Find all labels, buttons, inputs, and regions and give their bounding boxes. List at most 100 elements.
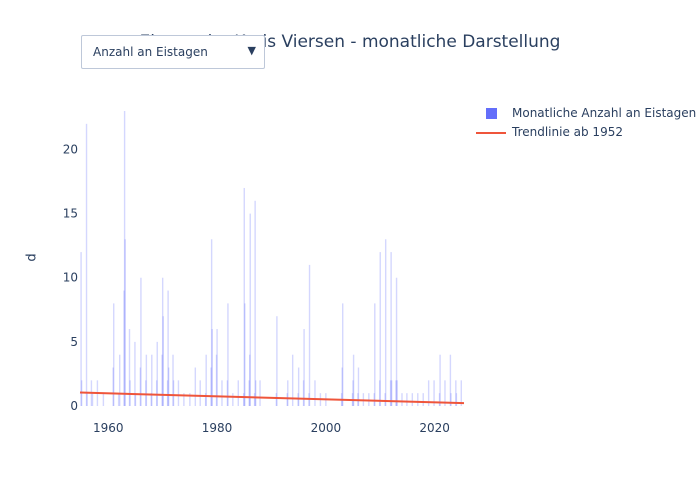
bar xyxy=(384,239,387,406)
bar xyxy=(140,277,142,406)
bar xyxy=(194,367,197,406)
bar xyxy=(395,277,398,406)
legend-label-bars: Monatliche Anzahl an Eistagen xyxy=(512,106,697,120)
x-tick-label: 1980 xyxy=(202,421,233,435)
bar xyxy=(254,380,257,406)
bar xyxy=(151,354,153,406)
bar xyxy=(167,367,170,406)
x-tick-label: 2020 xyxy=(419,421,450,435)
bar xyxy=(373,393,375,406)
bar xyxy=(161,277,164,406)
bar xyxy=(128,329,131,406)
bar xyxy=(123,111,126,406)
bar xyxy=(123,290,125,406)
bar xyxy=(444,380,446,406)
bar xyxy=(286,393,288,406)
bar xyxy=(172,380,175,406)
bar xyxy=(460,380,462,406)
bar xyxy=(119,354,121,406)
bar xyxy=(433,380,435,406)
bar xyxy=(297,367,300,406)
bar-series xyxy=(80,111,462,406)
bar xyxy=(249,213,251,406)
y-axis: 0 5 10 15 20 xyxy=(63,142,78,413)
bar xyxy=(276,316,278,406)
bar xyxy=(455,393,458,406)
bar xyxy=(134,341,136,406)
bar xyxy=(215,354,218,406)
bar xyxy=(379,252,381,406)
bar xyxy=(155,380,158,406)
bar xyxy=(449,354,452,406)
dropdown-arrow-icon: ▼ xyxy=(247,44,256,57)
bar xyxy=(221,380,223,406)
x-tick-label: 2000 xyxy=(311,421,342,435)
bar xyxy=(341,367,343,406)
bar xyxy=(253,393,256,406)
bar xyxy=(211,329,213,406)
bar xyxy=(204,393,207,406)
bar xyxy=(156,341,158,406)
bar xyxy=(145,354,148,406)
bar xyxy=(91,393,94,406)
bar xyxy=(352,354,355,406)
bar xyxy=(85,123,88,406)
bar xyxy=(102,393,105,406)
bar xyxy=(275,393,278,406)
bar xyxy=(303,329,305,406)
bar xyxy=(244,303,246,406)
bar xyxy=(308,264,311,406)
bar xyxy=(80,252,82,406)
legend-line-swatch xyxy=(476,132,506,134)
bar xyxy=(417,393,419,406)
bar xyxy=(210,239,213,406)
bar xyxy=(389,380,392,406)
trend-line xyxy=(79,391,465,405)
bar xyxy=(352,380,354,406)
bar xyxy=(254,200,256,406)
bar xyxy=(177,380,180,406)
bar xyxy=(314,380,316,406)
bar xyxy=(401,393,403,406)
bar xyxy=(162,316,164,406)
bar xyxy=(210,367,212,406)
bar xyxy=(395,380,397,406)
bar xyxy=(167,290,169,406)
bar xyxy=(396,380,398,406)
bar xyxy=(357,367,360,406)
bar xyxy=(237,380,239,406)
bar xyxy=(189,393,191,406)
bar xyxy=(205,354,207,406)
y-tick-label: 0 xyxy=(70,399,78,413)
metric-dropdown[interactable]: Anzahl an Eistagen ▼ xyxy=(81,35,265,69)
y-tick-label: 20 xyxy=(63,142,78,156)
bar xyxy=(439,354,441,406)
bar xyxy=(406,393,408,406)
bar xyxy=(216,329,218,406)
bar xyxy=(145,380,147,406)
bar xyxy=(291,354,294,406)
legend-bar-swatch xyxy=(486,108,497,119)
bar xyxy=(390,380,393,406)
x-axis: 1960 1980 2000 2020 xyxy=(93,421,450,435)
bar xyxy=(374,303,376,406)
bar xyxy=(438,393,441,406)
bar xyxy=(390,252,392,406)
bar xyxy=(302,380,305,406)
bar xyxy=(287,380,289,406)
bar xyxy=(259,380,261,406)
x-tick-label: 1960 xyxy=(93,421,124,435)
y-tick-label: 10 xyxy=(63,271,78,285)
bar xyxy=(199,380,201,406)
bar xyxy=(248,380,250,406)
bar xyxy=(166,380,169,406)
y-tick-label: 5 xyxy=(70,335,78,349)
bar xyxy=(161,354,163,406)
dropdown-selected-label: Anzahl an Eistagen xyxy=(93,45,208,59)
bar xyxy=(232,393,234,406)
bar xyxy=(378,380,381,406)
bar xyxy=(124,239,126,406)
bar xyxy=(150,393,152,406)
bar xyxy=(342,303,344,406)
